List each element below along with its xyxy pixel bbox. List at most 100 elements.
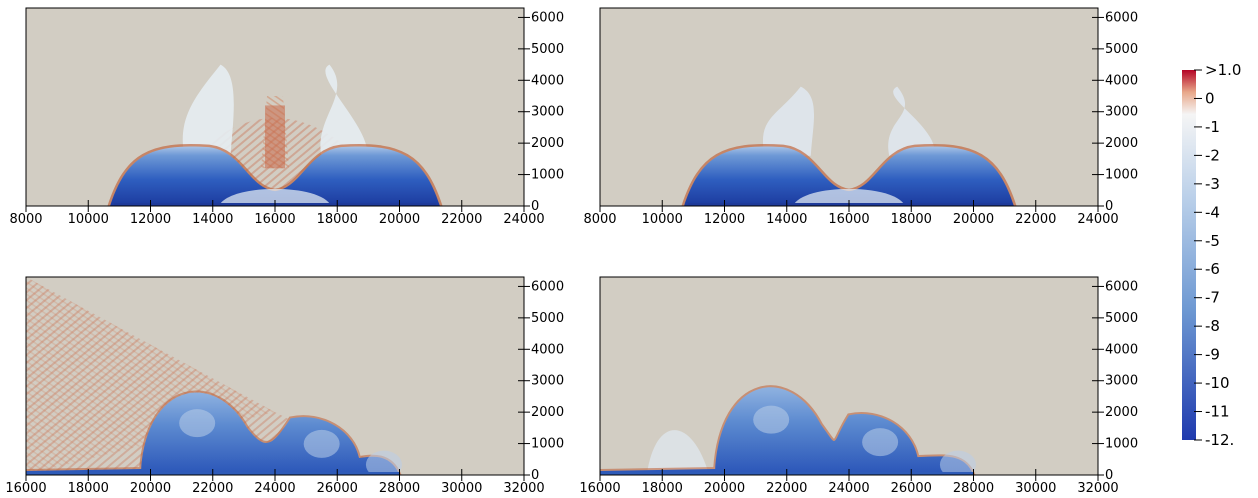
central-column-core <box>265 105 285 169</box>
y-tick-label: 1000 <box>1105 168 1138 183</box>
y-tick-label: 2000 <box>531 136 564 151</box>
thermal-plume-2 <box>888 86 936 156</box>
x-tick-label: 16000 <box>828 212 869 227</box>
x-tick-label: 30000 <box>1015 481 1056 496</box>
x-tick-label: 26000 <box>317 481 358 496</box>
colorbar-label: >1.0 <box>1205 61 1241 79</box>
x-tick-label: 16000 <box>579 481 620 496</box>
colorbar-label: -9 <box>1205 346 1220 364</box>
field-content <box>107 64 443 206</box>
x-tick-label: 20000 <box>379 212 420 227</box>
y-tick-label: 4000 <box>531 73 564 88</box>
colorbar-label: -10 <box>1205 374 1230 392</box>
field-content <box>26 277 402 475</box>
colorbar-label: -11 <box>1205 403 1230 421</box>
x-tick-label: 10000 <box>642 212 683 227</box>
x-tick-label: 8000 <box>583 212 616 227</box>
x-tick-label: 18000 <box>642 481 683 496</box>
colorbar-label: -3 <box>1205 175 1220 193</box>
y-tick-label: 3000 <box>531 105 564 120</box>
x-tick-label: 20000 <box>953 212 994 227</box>
x-tick-label: 22000 <box>1015 212 1056 227</box>
billow-1 <box>179 409 216 438</box>
x-tick-label: 18000 <box>891 212 932 227</box>
thermal-plume-2 <box>320 64 368 156</box>
y-tick-label: 4000 <box>1105 73 1138 88</box>
y-tick-label: 1000 <box>1105 437 1138 452</box>
y-tick-label: 0 <box>1105 468 1113 483</box>
colorbar-label: -1 <box>1205 118 1220 136</box>
colorbar-gradient <box>1182 70 1196 440</box>
x-tick-label: 28000 <box>379 481 420 496</box>
y-tick-label: 1000 <box>531 437 564 452</box>
cold-pool-dome <box>110 146 440 206</box>
gravity-current <box>26 392 400 475</box>
colorbar-label: -5 <box>1205 232 1220 250</box>
x-tick-label: 20000 <box>704 481 745 496</box>
x-tick-label: 12000 <box>130 212 171 227</box>
y-tick-label: 1000 <box>531 168 564 183</box>
billow-2 <box>862 428 899 457</box>
panel-4: 16000 18000 20000 22000 24000 26000 28000 30000… <box>579 276 1138 496</box>
dome-interior <box>218 188 332 206</box>
panel-2: 8000 10000 12000 14000 16000 18000 20000 22000 2… <box>583 7 1138 227</box>
x-tick-label: 18000 <box>68 481 109 496</box>
panel-3: 16000 18000 20000 22000 24000 26000 28000 30000… <box>5 276 564 496</box>
y-tick-label: 0 <box>1105 199 1113 214</box>
billow-3 <box>365 450 402 475</box>
x-tick-label: 30000 <box>441 481 482 496</box>
x-tick-label: 16000 <box>5 481 46 496</box>
y-tick-label: 4000 <box>1105 342 1138 357</box>
y-tick-label: 4000 <box>531 342 564 357</box>
x-tick-label: 32000 <box>1077 481 1118 496</box>
x-tick-label: 28000 <box>953 481 994 496</box>
y-tick-label: 0 <box>531 468 539 483</box>
faint-plume <box>646 430 709 475</box>
billow-2 <box>303 429 340 458</box>
x-tick-label: 26000 <box>891 481 932 496</box>
colorbar-label: -12. <box>1205 431 1234 449</box>
x-tick-label: 16000 <box>254 212 295 227</box>
y-tick-label: 2000 <box>1105 405 1138 420</box>
x-tick-label: 24000 <box>503 212 544 227</box>
x-tick-label: 14000 <box>766 212 807 227</box>
colorbar-label: -6 <box>1205 260 1220 278</box>
billow-3 <box>939 450 976 475</box>
y-tick-label: 3000 <box>1105 105 1138 120</box>
y-tick-label: 6000 <box>531 10 564 25</box>
x-tick-label: 14000 <box>192 212 233 227</box>
x-tick-label: 22000 <box>766 481 807 496</box>
dome-interior <box>792 188 906 206</box>
y-tick-label: 5000 <box>531 311 564 326</box>
y-tick-label: 3000 <box>1105 374 1138 389</box>
colorbar-label: -2 <box>1205 146 1220 164</box>
x-tick-label: 12000 <box>704 212 745 227</box>
x-tick-label: 22000 <box>441 212 482 227</box>
x-tick-label: 10000 <box>68 212 109 227</box>
cold-pool-dome <box>684 146 1014 206</box>
x-tick-label: 22000 <box>192 481 233 496</box>
x-tick-label: 24000 <box>254 481 295 496</box>
colorbar: >1.0 0 -1 -2 -3 -4 -5 -6 -7 -8 -9 -10 -11 -12. <box>1182 61 1241 449</box>
y-tick-label: 3000 <box>531 374 564 389</box>
y-tick-label: 5000 <box>531 42 564 57</box>
colorbar-label: -8 <box>1205 317 1220 335</box>
colorbar-label: 0 <box>1205 89 1215 107</box>
x-tick-label: 8000 <box>9 212 42 227</box>
x-tick-label: 20000 <box>130 481 171 496</box>
y-tick-label: 6000 <box>531 279 564 294</box>
billow-1 <box>753 405 790 434</box>
plot-background <box>600 8 1098 206</box>
colorbar-label: -7 <box>1205 289 1220 307</box>
x-tick-label: 24000 <box>828 481 869 496</box>
y-tick-label: 2000 <box>531 405 564 420</box>
x-tick-label: 24000 <box>1077 212 1118 227</box>
y-tick-label: 5000 <box>1105 311 1138 326</box>
thermal-plume-1 <box>762 86 815 156</box>
panel-1: 8000 10000 12000 14000 16000 18000 20000 22000 2… <box>9 7 564 227</box>
y-tick-label: 6000 <box>1105 10 1138 25</box>
y-tick-label: 5000 <box>1105 42 1138 57</box>
x-tick-label: 32000 <box>503 481 544 496</box>
y-tick-label: 2000 <box>1105 136 1138 151</box>
